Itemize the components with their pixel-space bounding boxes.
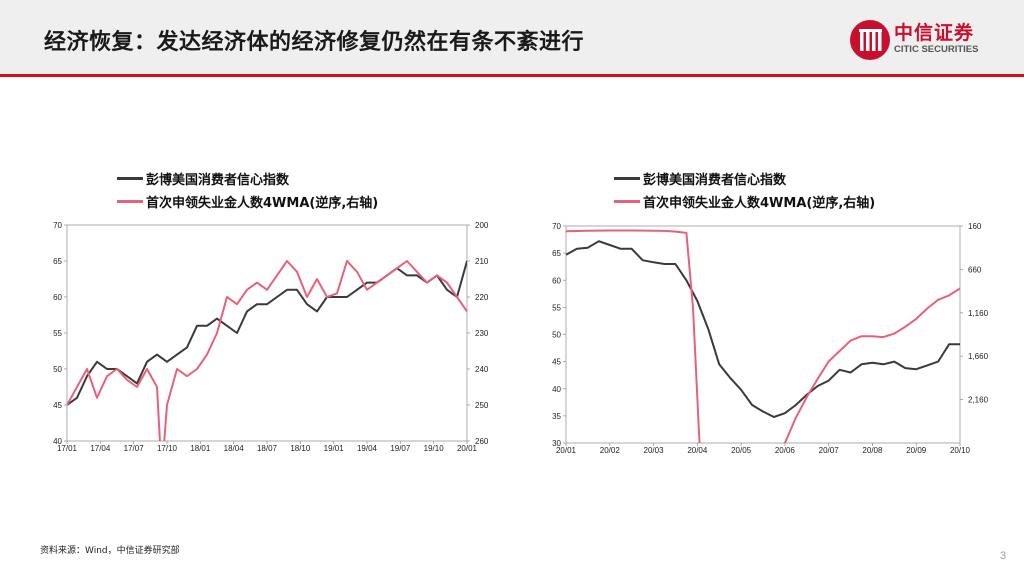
y-right-tick-label: 160 bbox=[968, 222, 982, 231]
x-tick-label: 20/07 bbox=[819, 446, 840, 455]
x-tick-label: 19/07 bbox=[390, 444, 411, 453]
x-tick-label: 19/04 bbox=[357, 444, 378, 453]
y-left-tick-label: 45 bbox=[552, 358, 561, 367]
x-tick-label: 17/04 bbox=[90, 444, 111, 453]
x-tick-label: 20/03 bbox=[644, 446, 665, 455]
x-tick-label: 20/01 bbox=[556, 446, 577, 455]
x-tick-label: 20/02 bbox=[600, 446, 621, 455]
source-note: 资料来源：Wind，中信证券研究部 bbox=[40, 546, 180, 556]
y-left-tick-label: 40 bbox=[53, 437, 62, 446]
y-left-tick-label: 60 bbox=[552, 276, 561, 285]
series-line-confidence bbox=[67, 260, 467, 406]
brand-logo: 中信证券 CITIC SECURITIES bbox=[848, 18, 998, 60]
y-left-tick-label: 60 bbox=[53, 293, 62, 302]
y-left-tick-label: 40 bbox=[552, 385, 561, 394]
y-right-tick-label: 260 bbox=[475, 437, 489, 446]
legend-swatch-black bbox=[614, 177, 640, 180]
x-tick-label: 18/07 bbox=[257, 444, 278, 453]
y-left-tick-label: 55 bbox=[53, 329, 62, 338]
y-left-tick-label: 45 bbox=[53, 401, 62, 410]
x-tick-label: 20/04 bbox=[687, 446, 708, 455]
y-right-tick-label: 210 bbox=[475, 257, 489, 266]
x-tick-label: 17/10 bbox=[157, 444, 178, 453]
x-tick-label: 19/10 bbox=[424, 444, 445, 453]
y-left-tick-label: 65 bbox=[552, 249, 561, 258]
legend-entry: 彭博美国消费者信心指数 bbox=[614, 167, 875, 190]
x-tick-label: 17/07 bbox=[124, 444, 145, 453]
legend-swatch-pink bbox=[614, 200, 640, 203]
page-title: 经济恢复：发达经济体的经济修复仍然在有条不紊进行 bbox=[44, 30, 585, 55]
legend-label: 首次申领失业金人数4WMA(逆序,右轴) bbox=[146, 196, 379, 211]
legend-label: 首次申领失业金人数4WMA(逆序,右轴) bbox=[643, 196, 876, 211]
series-line-claims bbox=[67, 260, 467, 441]
page-number: 3 bbox=[1000, 550, 1007, 562]
y-right-tick-label: 660 bbox=[968, 265, 982, 274]
logo-text-en: CITIC SECURITIES bbox=[894, 44, 979, 55]
y-left-tick-label: 65 bbox=[53, 257, 62, 266]
x-tick-label: 18/01 bbox=[190, 444, 211, 453]
y-left-tick-label: 35 bbox=[552, 412, 561, 421]
y-left-tick-label: 30 bbox=[552, 439, 561, 448]
x-tick-label: 20/09 bbox=[906, 446, 927, 455]
x-tick-label: 18/10 bbox=[290, 444, 311, 453]
legend-label: 彭博美国消费者信心指数 bbox=[643, 173, 787, 188]
citic-logo-icon bbox=[850, 20, 890, 60]
y-left-tick-label: 55 bbox=[552, 303, 561, 312]
y-right-tick-label: 2,160 bbox=[968, 396, 989, 405]
x-tick-label: 20/08 bbox=[862, 446, 883, 455]
series-line-confidence bbox=[566, 240, 960, 418]
legend-chart-2: 彭博美国消费者信心指数 首次申领失业金人数4WMA(逆序,右轴) bbox=[614, 167, 875, 213]
logo-text-cn: 中信证券 bbox=[894, 22, 975, 44]
y-right-tick-label: 220 bbox=[475, 293, 489, 302]
y-right-tick-label: 230 bbox=[475, 329, 489, 338]
legend-label: 彭博美国消费者信心指数 bbox=[146, 173, 290, 188]
y-left-tick-label: 70 bbox=[552, 222, 561, 231]
y-left-tick-label: 50 bbox=[53, 365, 62, 374]
x-tick-label: 20/05 bbox=[731, 446, 752, 455]
legend-chart-1: 彭博美国消费者信心指数 首次申领失业金人数4WMA(逆序,右轴) bbox=[117, 167, 378, 213]
legend-entry: 首次申领失业金人数4WMA(逆序,右轴) bbox=[117, 190, 378, 213]
y-right-tick-label: 240 bbox=[475, 365, 489, 374]
x-tick-label: 18/04 bbox=[224, 444, 245, 453]
y-left-tick-label: 50 bbox=[552, 331, 561, 340]
plot-frame bbox=[66, 224, 468, 442]
y-right-tick-label: 1,660 bbox=[968, 352, 989, 361]
header-accent-line bbox=[0, 74, 1024, 77]
x-tick-label: 17/01 bbox=[57, 444, 78, 453]
legend-swatch-black bbox=[117, 177, 143, 180]
y-right-tick-label: 200 bbox=[475, 221, 489, 230]
y-right-tick-label: 250 bbox=[475, 401, 489, 410]
legend-entry: 彭博美国消费者信心指数 bbox=[117, 167, 378, 190]
legend-swatch-pink bbox=[117, 200, 143, 203]
x-tick-label: 20/01 bbox=[457, 444, 478, 453]
x-tick-label: 19/01 bbox=[324, 444, 345, 453]
x-tick-label: 20/10 bbox=[950, 446, 971, 455]
legend-entry: 首次申领失业金人数4WMA(逆序,右轴) bbox=[614, 190, 875, 213]
y-left-tick-label: 70 bbox=[53, 221, 62, 230]
series-line-claims bbox=[566, 229, 960, 443]
y-right-tick-label: 1,160 bbox=[968, 309, 989, 318]
x-tick-label: 20/06 bbox=[775, 446, 796, 455]
